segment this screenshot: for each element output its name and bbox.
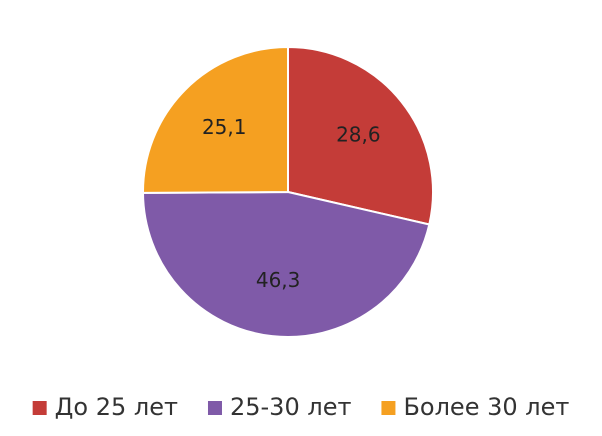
data-label: 46,3	[256, 268, 301, 292]
pie-slice	[141, 190, 431, 338]
data-label: 28,6	[336, 123, 381, 147]
legend-swatch	[207, 401, 222, 415]
pie-slice	[287, 45, 434, 226]
legend-label: До 25 лет	[55, 393, 178, 421]
legend-swatch	[381, 401, 396, 415]
data-label: 25,1	[202, 115, 247, 139]
legend: До 25 лет 25-30 лет Более 30 лет	[32, 393, 569, 421]
legend-label: 25-30 лет	[230, 393, 351, 421]
legend-swatch	[32, 401, 47, 415]
legend-label: Более 30 лет	[403, 393, 569, 421]
pie-slice	[142, 45, 289, 194]
